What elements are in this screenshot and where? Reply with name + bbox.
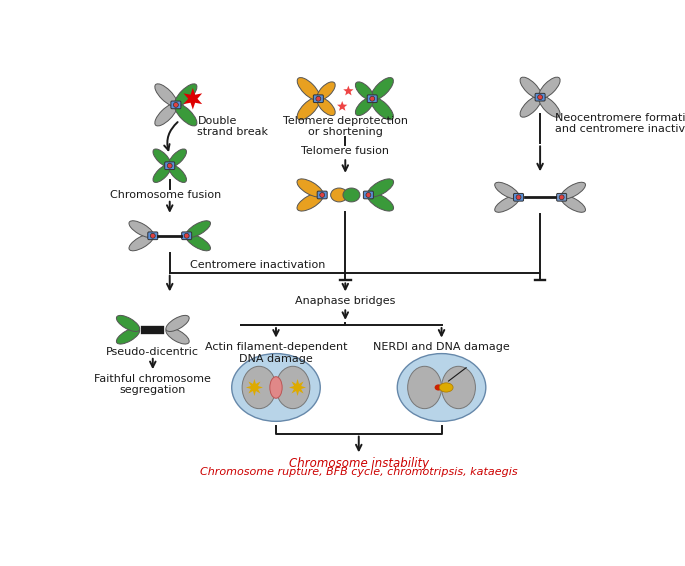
Text: Chromosome instability: Chromosome instability (288, 457, 429, 470)
Circle shape (147, 327, 152, 332)
Ellipse shape (276, 366, 310, 409)
Ellipse shape (397, 354, 486, 421)
Ellipse shape (297, 179, 323, 197)
Ellipse shape (297, 78, 320, 100)
Text: Double
strand break: Double strand break (197, 115, 269, 138)
Ellipse shape (169, 149, 186, 167)
Ellipse shape (520, 96, 541, 117)
FancyBboxPatch shape (148, 232, 158, 239)
Ellipse shape (439, 383, 453, 392)
Circle shape (538, 95, 543, 100)
Ellipse shape (408, 366, 442, 409)
Ellipse shape (186, 234, 210, 251)
FancyBboxPatch shape (317, 191, 327, 199)
Ellipse shape (129, 221, 153, 238)
Text: Actin filament-dependent
DNA damage: Actin filament-dependent DNA damage (205, 342, 347, 363)
Circle shape (320, 192, 325, 198)
Text: Anaphase bridges: Anaphase bridges (295, 296, 395, 306)
Ellipse shape (297, 97, 320, 120)
Polygon shape (337, 101, 347, 111)
Text: Centromere inactivation: Centromere inactivation (190, 260, 325, 271)
Ellipse shape (371, 97, 393, 120)
Ellipse shape (495, 182, 519, 199)
FancyBboxPatch shape (363, 191, 373, 199)
Ellipse shape (153, 165, 171, 182)
Ellipse shape (153, 149, 171, 167)
Ellipse shape (232, 354, 321, 421)
Ellipse shape (155, 104, 177, 126)
Polygon shape (184, 88, 202, 109)
Circle shape (366, 192, 371, 198)
Text: Chromosome fusion: Chromosome fusion (110, 190, 221, 200)
Polygon shape (289, 379, 306, 396)
Text: Faithful chromosome
segregation: Faithful chromosome segregation (95, 374, 211, 395)
FancyBboxPatch shape (313, 95, 323, 102)
Ellipse shape (343, 188, 360, 202)
Ellipse shape (175, 84, 197, 106)
Ellipse shape (129, 234, 153, 251)
FancyBboxPatch shape (557, 194, 566, 201)
FancyBboxPatch shape (367, 95, 377, 102)
Ellipse shape (175, 104, 197, 126)
Ellipse shape (561, 196, 586, 212)
FancyBboxPatch shape (164, 162, 175, 170)
Ellipse shape (520, 77, 541, 98)
Ellipse shape (116, 328, 140, 344)
Ellipse shape (116, 315, 140, 332)
Circle shape (173, 102, 178, 108)
Ellipse shape (371, 78, 393, 100)
Text: Telomere fusion: Telomere fusion (301, 147, 389, 156)
Ellipse shape (169, 165, 186, 182)
Text: Chromosome rupture, BFB cycle, chromotripsis, kataegis: Chromosome rupture, BFB cycle, chromotri… (200, 467, 518, 477)
Ellipse shape (186, 221, 210, 238)
Ellipse shape (495, 196, 519, 212)
Ellipse shape (155, 84, 177, 106)
Ellipse shape (166, 315, 189, 332)
Polygon shape (246, 379, 263, 396)
FancyBboxPatch shape (514, 194, 523, 201)
Ellipse shape (356, 82, 373, 100)
FancyBboxPatch shape (171, 101, 181, 109)
Ellipse shape (166, 328, 189, 344)
Text: Neocentromere formation
and centromere inactivation: Neocentromere formation and centromere i… (556, 113, 685, 134)
Ellipse shape (331, 188, 347, 202)
Ellipse shape (317, 97, 335, 115)
FancyBboxPatch shape (535, 93, 545, 101)
Circle shape (516, 195, 521, 200)
Polygon shape (343, 85, 353, 96)
Circle shape (559, 195, 564, 200)
Ellipse shape (368, 193, 394, 211)
Ellipse shape (297, 193, 323, 211)
Text: Pseudo-dicentric: Pseudo-dicentric (106, 346, 199, 357)
Ellipse shape (434, 384, 443, 391)
Ellipse shape (270, 377, 282, 398)
Ellipse shape (242, 366, 276, 409)
Ellipse shape (317, 82, 335, 100)
Circle shape (153, 327, 158, 332)
Text: NERDI and DNA damage: NERDI and DNA damage (373, 342, 510, 352)
Circle shape (370, 96, 375, 101)
Circle shape (316, 96, 321, 101)
Circle shape (184, 233, 189, 238)
Text: Telomere deprotection
or shortening: Telomere deprotection or shortening (283, 115, 408, 138)
Ellipse shape (561, 182, 586, 199)
Ellipse shape (539, 77, 560, 98)
Ellipse shape (368, 179, 394, 197)
Circle shape (167, 163, 172, 168)
Ellipse shape (356, 97, 373, 115)
Ellipse shape (442, 366, 475, 409)
Ellipse shape (539, 96, 560, 117)
FancyBboxPatch shape (182, 232, 192, 239)
Circle shape (150, 233, 155, 238)
